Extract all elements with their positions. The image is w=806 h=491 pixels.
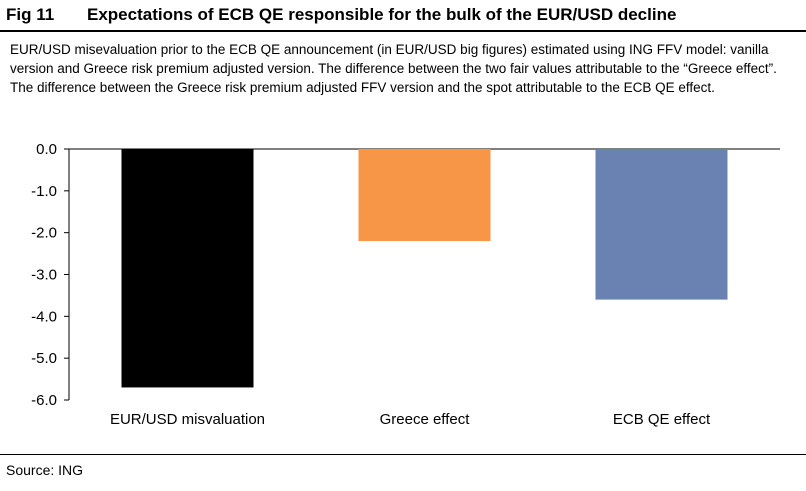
y-tick-label: -1.0 — [31, 183, 57, 200]
figure-number: Fig 11 — [6, 5, 55, 24]
x-category-label: Greece effect — [380, 411, 471, 428]
y-tick-label: -5.0 — [31, 350, 57, 367]
figure-title: Expectations of ECB QE responsible for t… — [87, 5, 677, 24]
bar-chart: 0.0 -1.0 -2.0 -3.0 -4.0 -5.0 -6.0 EUR/USD misv… — [31, 141, 780, 428]
x-axis-labels: EUR/USD misvaluation Greece effect ECB QE … — [110, 411, 711, 428]
source-note: Source: ING — [6, 462, 84, 478]
y-tick-label: 0.0 — [36, 141, 57, 158]
figure-caption: EUR/USD misevaluation prior to the ECB Q… — [10, 42, 777, 95]
y-tick-label: -3.0 — [31, 267, 57, 284]
bar — [358, 149, 491, 242]
header-rule — [0, 30, 806, 32]
footer-rule — [0, 454, 806, 455]
bars — [121, 149, 728, 388]
bar — [595, 149, 728, 300]
figure-header: Fig 11 Expectations of ECB QE responsibl… — [0, 0, 806, 30]
y-tick-label: -6.0 — [31, 392, 57, 409]
y-tick-label: -4.0 — [31, 308, 57, 325]
y-tick-label: -2.0 — [31, 225, 57, 242]
bar — [121, 149, 254, 388]
y-axis-ticks: 0.0 -1.0 -2.0 -3.0 -4.0 -5.0 -6.0 — [31, 141, 69, 409]
x-category-label: EUR/USD misvaluation — [110, 411, 265, 428]
x-category-label: ECB QE effect — [613, 411, 711, 428]
